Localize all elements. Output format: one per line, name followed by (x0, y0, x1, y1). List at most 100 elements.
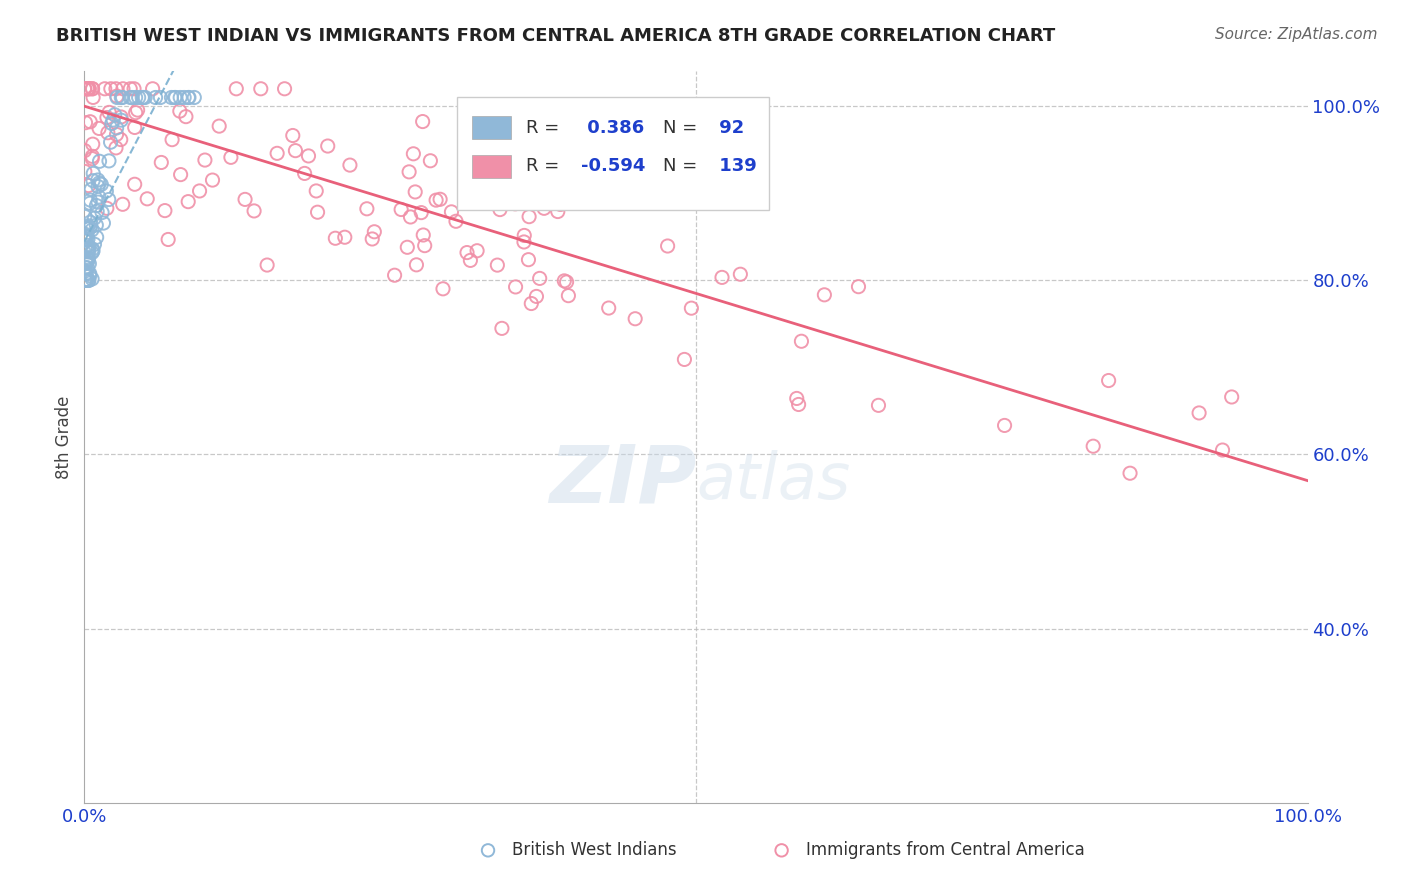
Point (73, 82, 96, 96)
Point (82, 174, 104, 188)
Point (77, 82, 100, 96)
Point (89, 154, 111, 169)
Point (243, 203, 266, 218)
Point (100, 82, 122, 96)
Point (529, 271, 551, 285)
Point (160, 90, 183, 104)
Point (281, 128, 304, 143)
Point (547, 204, 569, 219)
Point (457, 140, 479, 154)
Point (848, 279, 870, 293)
Point (75, 229, 97, 244)
Point (412, 227, 434, 242)
Point (100, 135, 122, 149)
Point (673, 352, 696, 367)
Text: R =: R = (526, 119, 560, 136)
Point (75, 241, 97, 255)
Point (384, 268, 406, 283)
Point (557, 288, 579, 302)
Point (82, 82, 104, 96)
Point (165, 90, 187, 104)
Point (120, 82, 142, 96)
Point (79, 196, 101, 211)
FancyBboxPatch shape (472, 154, 512, 178)
Point (75, 273, 97, 287)
Point (124, 120, 146, 135)
Text: BRITISH WEST INDIAN VS IMMIGRANTS FROM CENTRAL AMERICA 8TH GRADE CORRELATION CHA: BRITISH WEST INDIAN VS IMMIGRANTS FROM C… (56, 27, 1056, 45)
Point (356, 202, 378, 216)
Point (169, 168, 191, 182)
Point (553, 274, 575, 288)
Text: Source: ZipAtlas.com: Source: ZipAtlas.com (1215, 27, 1378, 42)
Point (73, 144, 96, 158)
Point (142, 82, 165, 96)
Point (153, 203, 176, 218)
Point (76, 252, 98, 266)
Point (305, 184, 328, 198)
Point (73, 164, 96, 178)
Point (169, 90, 191, 104)
Point (150, 155, 173, 169)
Point (555, 275, 578, 289)
Point (101, 116, 124, 130)
Point (294, 166, 316, 180)
Point (440, 205, 463, 219)
Point (128, 90, 150, 104)
Point (97, 126, 120, 140)
Point (598, 301, 620, 315)
Point (96, 184, 118, 198)
Point (361, 232, 384, 246)
FancyBboxPatch shape (457, 97, 769, 211)
Point (517, 252, 540, 267)
Point (194, 153, 217, 167)
Point (145, 90, 167, 104)
Point (73, 273, 96, 287)
Point (83, 237, 105, 252)
Point (76, 260, 98, 275)
Point (127, 103, 149, 117)
Point (297, 149, 319, 163)
Text: atlas: atlas (696, 450, 851, 512)
Point (94, 82, 117, 96)
Point (87, 195, 110, 210)
Point (77, 238, 100, 252)
Point (177, 90, 200, 104)
Point (110, 90, 132, 104)
Point (104, 82, 127, 96)
Point (96, 111, 118, 125)
Point (73, 260, 96, 275)
Point (432, 282, 454, 296)
Point (110, 113, 132, 128)
Point (149, 90, 172, 104)
Point (307, 205, 329, 219)
Point (79, 220, 101, 235)
Point (124, 90, 146, 104)
Point (86, 230, 108, 244)
Point (82, 82, 104, 96)
Point (80, 245, 103, 260)
Point (76, 273, 98, 287)
Point (412, 114, 434, 128)
Point (333, 230, 356, 244)
Point (76, 82, 98, 96)
Point (79, 114, 101, 128)
Point (526, 289, 548, 303)
Text: Immigrants from Central America: Immigrants from Central America (806, 841, 1085, 859)
Point (316, 139, 339, 153)
Point (657, 239, 679, 253)
Text: ZIP: ZIP (548, 442, 696, 520)
Point (122, 82, 145, 96)
Point (550, 197, 572, 211)
Point (104, 141, 127, 155)
Point (75, 116, 97, 130)
Point (77, 252, 100, 267)
Point (87, 179, 110, 194)
Point (76, 82, 98, 96)
Point (1119, 467, 1142, 481)
Text: -0.594: -0.594 (581, 158, 645, 176)
Point (491, 321, 513, 335)
Point (73, 82, 96, 96)
Point (75, 273, 97, 287)
Point (83, 211, 105, 225)
Point (75, 220, 97, 235)
